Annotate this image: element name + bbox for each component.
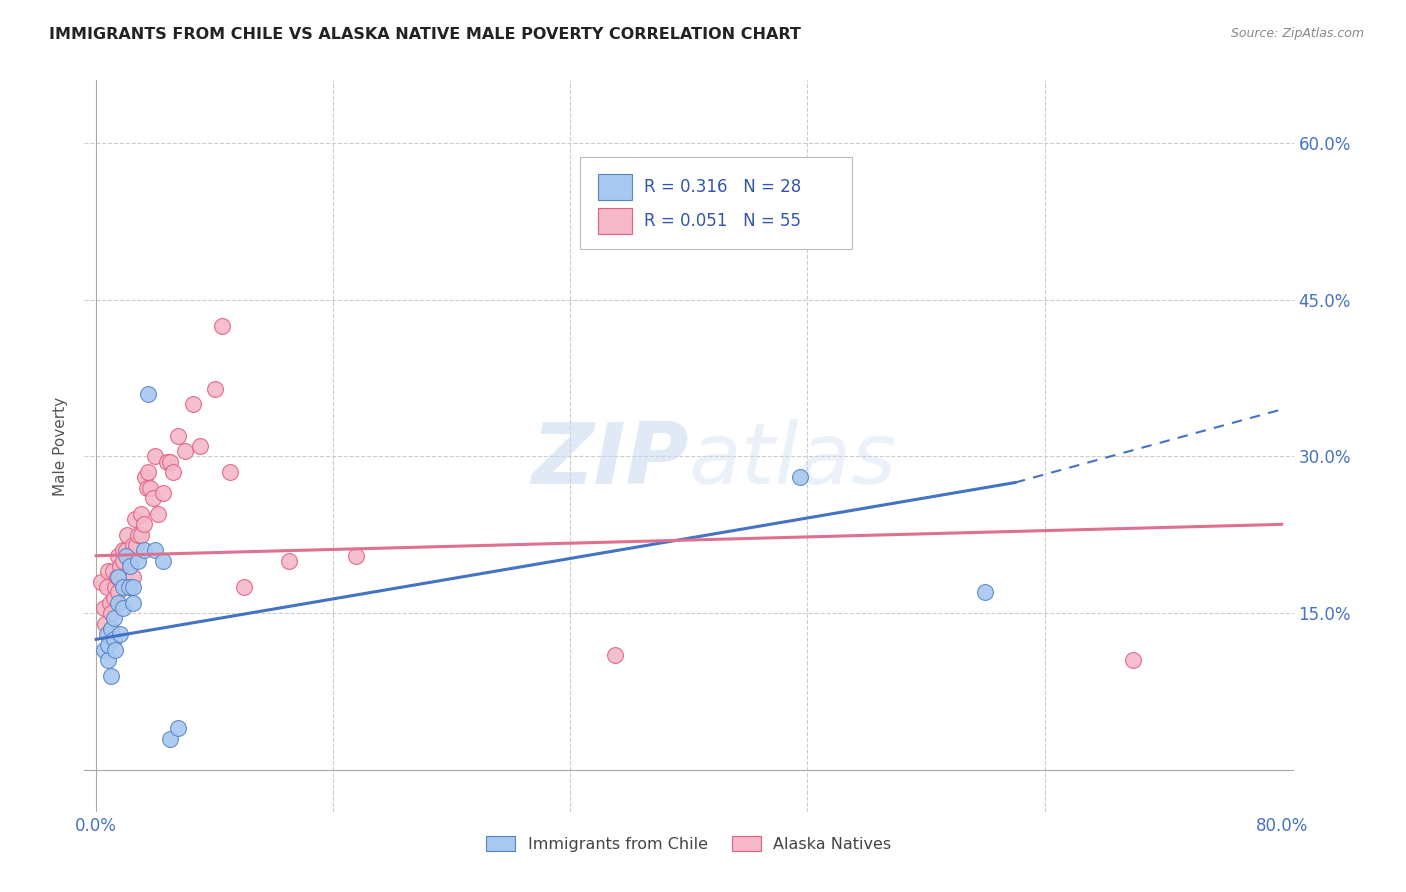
Point [141, 491, 163, 506]
Point [138, 481, 160, 495]
Point [112, 569, 135, 583]
Point [111, 554, 134, 568]
Legend: Immigrants from Chile, Alaska Natives: Immigrants from Chile, Alaska Natives [479, 830, 898, 859]
Point [93, 601, 115, 615]
Point [789, 470, 811, 484]
Point [181, 397, 204, 411]
Point [104, 642, 127, 657]
Point [107, 569, 129, 583]
Point [135, 481, 157, 495]
Point [98, 596, 121, 610]
Point [110, 574, 132, 589]
Point [93, 642, 115, 657]
Point [148, 507, 170, 521]
Point [107, 549, 129, 563]
Point [120, 554, 142, 568]
Point [122, 569, 145, 583]
Point [111, 543, 134, 558]
Point [145, 450, 167, 464]
Point [136, 386, 159, 401]
Point [97, 653, 120, 667]
Text: ZIP: ZIP [531, 419, 689, 502]
Point [111, 601, 134, 615]
Point [103, 611, 125, 625]
Point [145, 543, 167, 558]
Point [103, 632, 125, 647]
Point [96, 627, 118, 641]
Point [100, 669, 122, 683]
Point [103, 591, 125, 605]
Point [120, 559, 142, 574]
Point [115, 543, 138, 558]
Point [118, 580, 141, 594]
Point [111, 580, 134, 594]
Point [90, 574, 112, 589]
Point [188, 439, 211, 453]
Point [132, 517, 155, 532]
Point [166, 721, 188, 735]
Text: Source: ZipAtlas.com: Source: ZipAtlas.com [1230, 27, 1364, 40]
Point [108, 627, 131, 641]
Point [152, 554, 174, 568]
Point [97, 565, 120, 579]
Point [159, 731, 181, 746]
Point [97, 627, 120, 641]
Point [162, 465, 184, 479]
FancyBboxPatch shape [581, 157, 852, 249]
Text: IMMIGRANTS FROM CHILE VS ALASKA NATIVE MALE POVERTY CORRELATION CHART: IMMIGRANTS FROM CHILE VS ALASKA NATIVE M… [49, 27, 801, 42]
Point [125, 538, 148, 552]
Point [108, 559, 131, 574]
Point [122, 596, 145, 610]
Point [159, 455, 181, 469]
Point [115, 549, 138, 563]
Point [94, 616, 117, 631]
Point [211, 318, 233, 333]
Point [100, 622, 122, 636]
Point [122, 538, 145, 552]
Point [118, 580, 141, 594]
Text: atlas: atlas [689, 419, 897, 502]
Point [152, 486, 174, 500]
Point [129, 507, 152, 521]
Point [166, 428, 188, 442]
Point [174, 444, 197, 458]
Point [129, 528, 152, 542]
Point [124, 512, 146, 526]
FancyBboxPatch shape [599, 174, 633, 200]
Point [107, 596, 129, 610]
Point [100, 606, 122, 620]
Point [100, 622, 122, 636]
Point [127, 554, 149, 568]
Point [127, 528, 149, 542]
Y-axis label: Male Poverty: Male Poverty [53, 396, 69, 496]
Point [132, 543, 155, 558]
Point [233, 580, 256, 594]
Point [344, 549, 367, 563]
FancyBboxPatch shape [599, 208, 633, 234]
Text: R = 0.051   N = 55: R = 0.051 N = 55 [644, 212, 801, 230]
Point [117, 528, 139, 542]
Point [101, 565, 124, 579]
Point [105, 569, 128, 583]
Point [204, 382, 226, 396]
Point [97, 638, 120, 652]
Point [134, 470, 156, 484]
Point [136, 465, 159, 479]
Point [277, 554, 299, 568]
Point [107, 585, 129, 599]
Point [974, 585, 997, 599]
Text: R = 0.316   N = 28: R = 0.316 N = 28 [644, 178, 801, 196]
Point [218, 465, 240, 479]
Point [122, 580, 145, 594]
Point [1122, 653, 1144, 667]
Point [156, 455, 179, 469]
Point [603, 648, 626, 662]
Point [96, 580, 118, 594]
Point [104, 580, 127, 594]
